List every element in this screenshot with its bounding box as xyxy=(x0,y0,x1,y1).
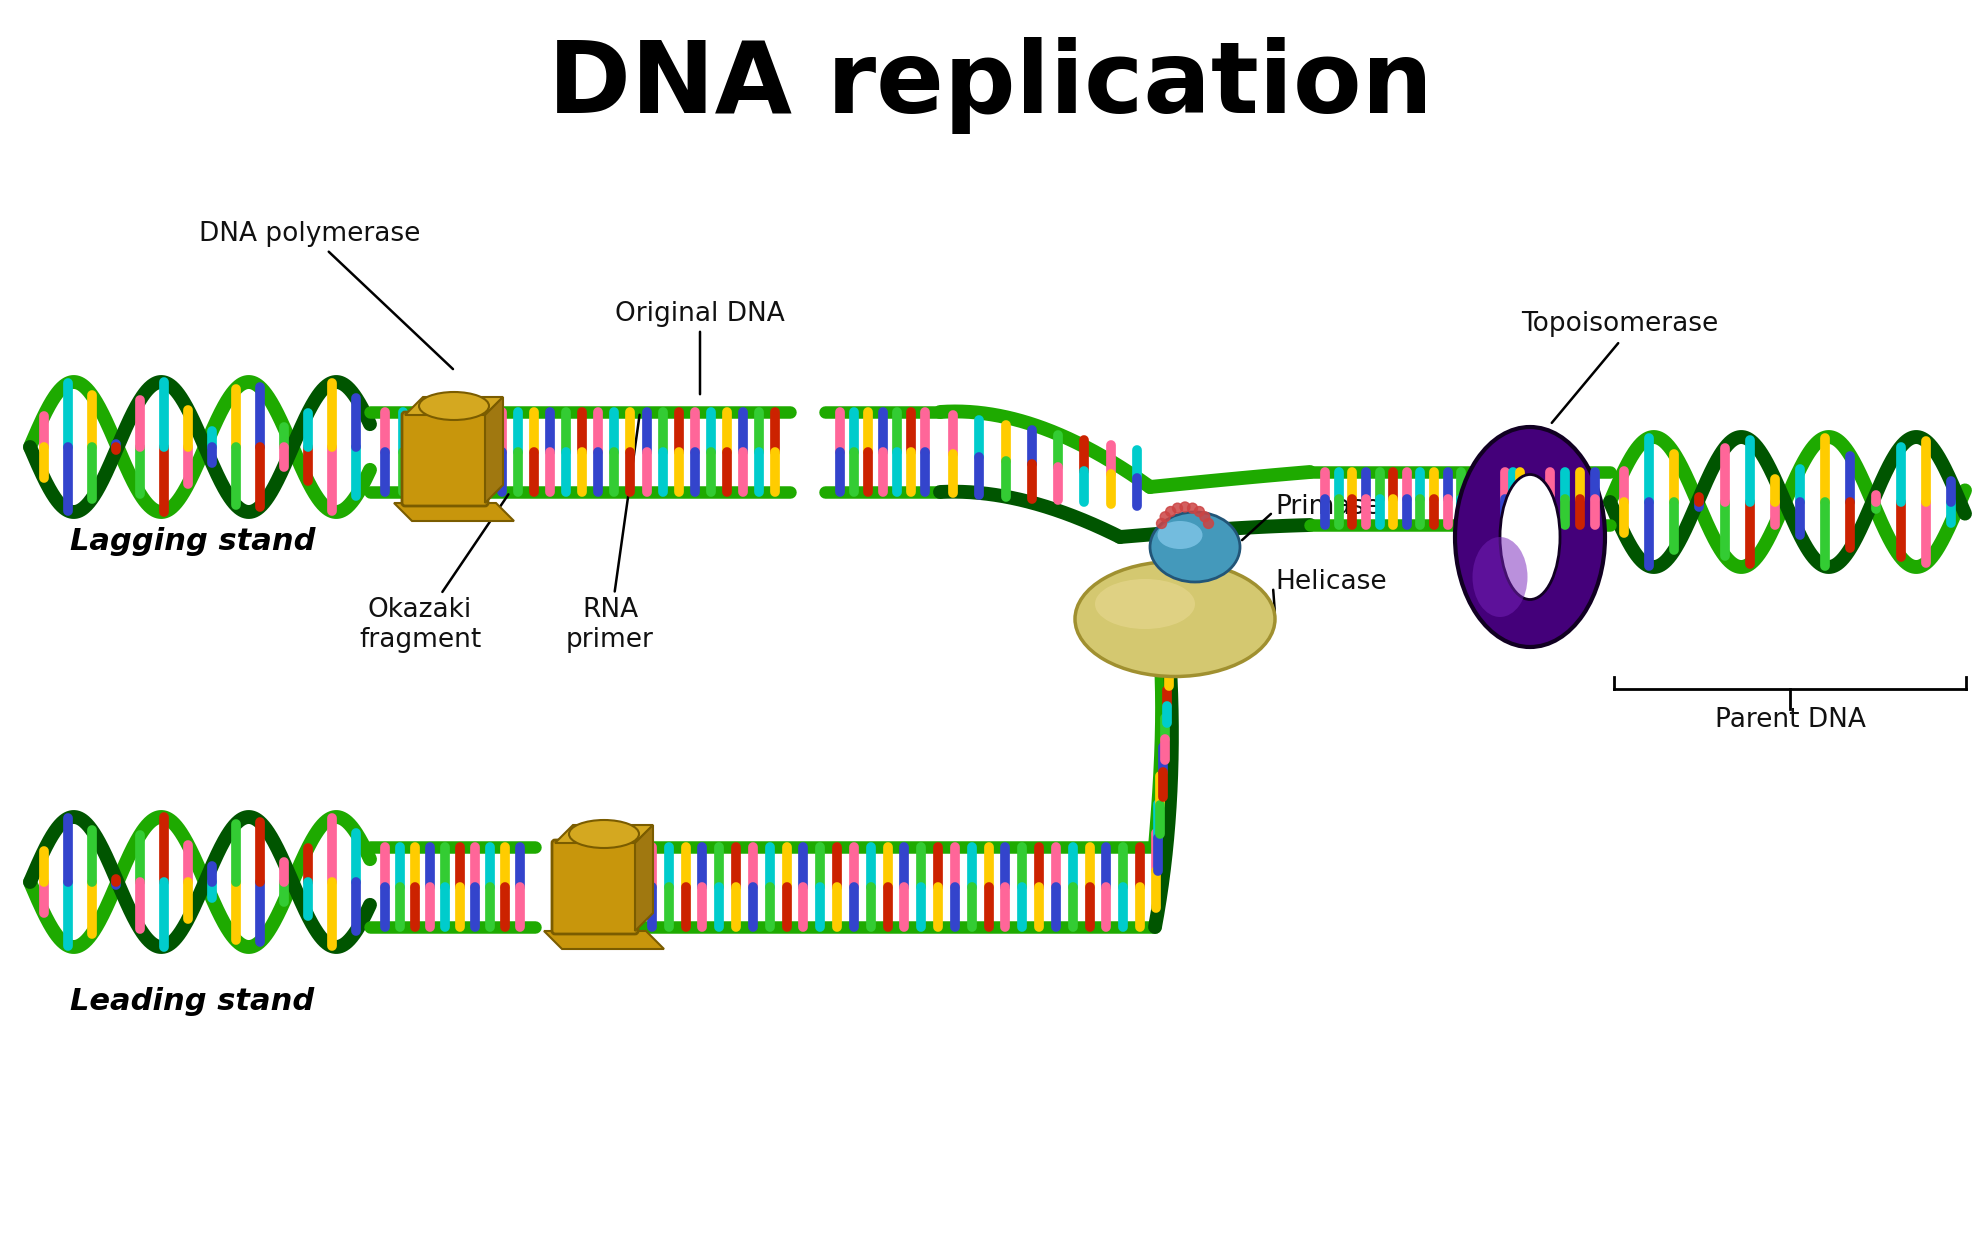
Circle shape xyxy=(1166,506,1176,517)
Circle shape xyxy=(1194,506,1204,517)
Polygon shape xyxy=(394,503,515,521)
Circle shape xyxy=(1180,502,1190,512)
Polygon shape xyxy=(485,397,503,503)
Polygon shape xyxy=(544,931,663,949)
Ellipse shape xyxy=(1473,537,1527,617)
Ellipse shape xyxy=(1158,521,1202,549)
Circle shape xyxy=(1172,503,1182,513)
Ellipse shape xyxy=(420,392,489,421)
FancyBboxPatch shape xyxy=(552,840,638,934)
Text: Topoisomerase: Topoisomerase xyxy=(1521,310,1719,336)
Text: RNA
primer: RNA primer xyxy=(566,414,653,653)
Ellipse shape xyxy=(1075,562,1275,677)
Text: Lagging stand: Lagging stand xyxy=(69,527,315,557)
Text: DNA polymerase: DNA polymerase xyxy=(200,221,453,369)
Text: Original DNA: Original DNA xyxy=(616,301,784,327)
Text: Primase: Primase xyxy=(1275,494,1380,520)
Text: DNA replication: DNA replication xyxy=(548,37,1432,134)
Circle shape xyxy=(1204,518,1214,528)
Ellipse shape xyxy=(1095,579,1196,628)
Polygon shape xyxy=(636,825,653,931)
FancyBboxPatch shape xyxy=(402,412,487,506)
Text: Leading stand: Leading stand xyxy=(69,987,315,1017)
Text: Parent DNA: Parent DNA xyxy=(1715,708,1865,734)
Ellipse shape xyxy=(1501,475,1560,600)
Ellipse shape xyxy=(1455,427,1606,647)
Circle shape xyxy=(1188,503,1198,513)
Polygon shape xyxy=(554,825,653,842)
Polygon shape xyxy=(406,397,503,414)
Circle shape xyxy=(1156,518,1166,528)
Ellipse shape xyxy=(1150,512,1239,581)
Text: Okazaki
fragment: Okazaki fragment xyxy=(358,495,509,653)
Ellipse shape xyxy=(568,820,640,849)
Text: Helicase: Helicase xyxy=(1275,569,1386,595)
Circle shape xyxy=(1200,512,1210,522)
Circle shape xyxy=(1160,512,1170,522)
